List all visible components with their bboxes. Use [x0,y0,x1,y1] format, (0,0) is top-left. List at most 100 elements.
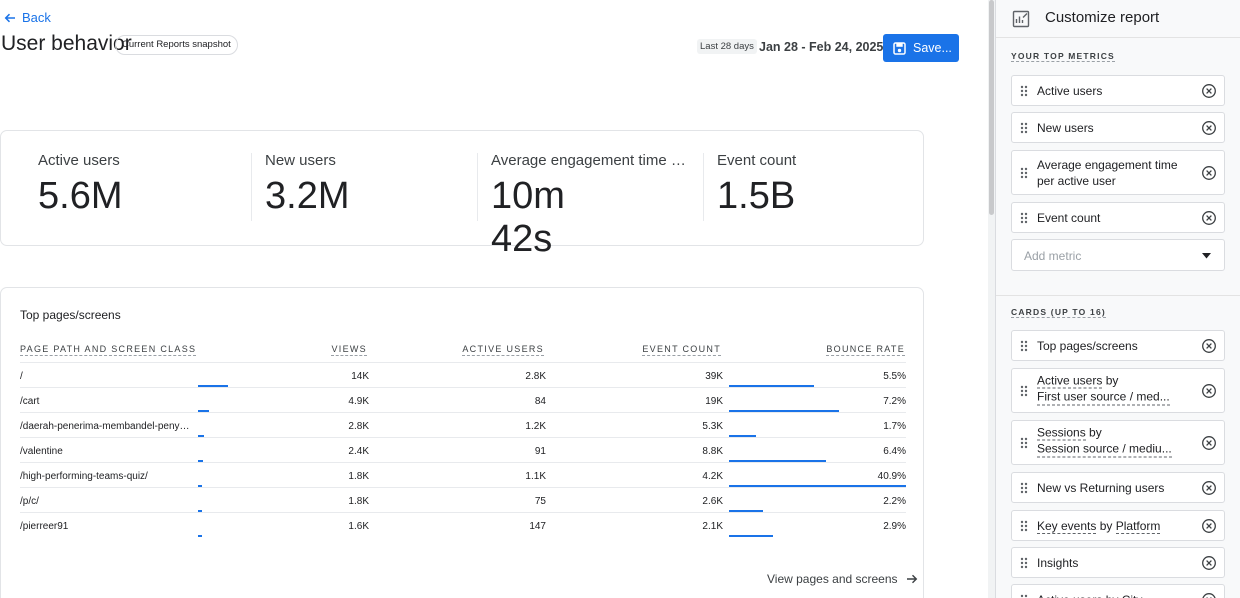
cell-views: 4.9K [348,396,369,407]
card-by-word: by [1099,518,1113,533]
card-item[interactable]: Insights [1011,547,1225,578]
add-metric-dropdown[interactable]: Add metric [1011,239,1225,271]
top-metric-item[interactable]: Active users [1011,75,1225,106]
cell-page-path: /cart [20,396,40,407]
save-label: Save... [913,41,952,55]
cell-event-count: 2.6K [702,496,723,507]
top-metric-item[interactable]: New users [1011,112,1225,143]
metric-divider [477,153,478,221]
drag-handle-icon[interactable] [1020,85,1028,97]
cell-views: 2.4K [348,446,369,457]
column-header-active-users[interactable]: ACTIVE USERS [462,344,544,356]
remove-circle-icon[interactable] [1201,83,1217,99]
card-item[interactable]: Top pages/screens [1011,330,1225,361]
snapshot-chip[interactable]: Current Reports snapshot [115,35,238,55]
table-row[interactable]: /daerah-penerima-membandel-penyal... 2.8K… [20,412,906,437]
bounce-rate-bar [729,510,763,512]
cell-views: 1.6K [348,521,369,532]
top-pages-card: Top pages/screens PAGE PATH AND SCREEN C… [0,287,924,598]
remove-circle-icon[interactable] [1201,338,1217,354]
bounce-rate-bar [729,460,826,462]
table-row[interactable]: /pierreer91 1.6K 147 2.1K 2.9% [20,512,906,537]
main-scrollbar[interactable] [988,0,995,598]
card-metric-line: Active users by [1037,372,1194,388]
top-metrics-label: YOUR TOP METRICS [1011,51,1115,62]
remove-circle-icon[interactable] [1201,555,1217,571]
table-row[interactable]: /p/c/1.8K 75 2.6K 2.2% [20,487,906,512]
column-header-page-path[interactable]: PAGE PATH AND SCREEN CLASS [20,344,197,356]
remove-circle-icon[interactable] [1201,518,1217,534]
cell-bounce-rate: 2.2% [883,496,906,507]
remove-circle-icon[interactable] [1201,435,1217,451]
panel-header: Customize report [996,0,1240,38]
card-metric: Key events [1037,518,1097,534]
card-metric: Active users [1037,373,1103,388]
cell-page-path: /valentine [20,446,63,457]
caret-down-icon [1202,253,1211,259]
column-header-event-count[interactable]: EVENT COUNT [642,344,721,356]
remove-circle-icon[interactable] [1201,480,1217,496]
card-item[interactable]: Sessions by Session source / mediu... [1011,420,1225,465]
table-row[interactable]: /cart 4.9K 84 19K 7.2% [20,387,906,412]
views-bar [198,385,228,387]
drag-handle-icon[interactable] [1020,212,1028,224]
bounce-rate-bar [729,385,814,387]
save-button[interactable]: Save... [883,34,959,62]
cell-active-users: 2.8K [525,371,546,382]
card-item[interactable]: Key events by Platform [1011,510,1225,541]
column-header-views[interactable]: VIEWS [331,344,367,356]
cell-bounce-rate: 6.4% [883,446,906,457]
cell-page-path: /daerah-penerima-membandel-penyal... [20,421,192,432]
drag-handle-icon[interactable] [1020,385,1028,397]
cards-label: CARDS (UP TO 16) [1011,307,1106,318]
card-item[interactable]: Active users by First user source / med..… [1011,368,1225,413]
back-link[interactable]: Back [4,10,51,25]
cell-bounce-rate: 2.9% [883,521,906,532]
remove-circle-icon[interactable] [1201,210,1217,226]
top-metric-item[interactable]: Average engagement time per active user [1011,150,1225,195]
cell-active-users: 84 [534,396,546,407]
table-row[interactable]: /valentine 2.4K 91 8.8K 6.4% [20,437,906,462]
remove-circle-icon[interactable] [1201,120,1217,136]
drag-handle-icon[interactable] [1020,340,1028,352]
cell-bounce-rate: 40.9% [877,471,906,482]
drag-handle-icon[interactable] [1020,167,1028,179]
remove-circle-icon[interactable] [1201,383,1217,399]
scrollbar-thumb[interactable] [989,0,994,215]
customize-chart-icon [1012,10,1030,28]
drag-handle-icon[interactable] [1020,594,1028,598]
metric-divider [703,153,704,221]
cell-views: 1.8K [348,471,369,482]
bounce-rate-bar [729,435,756,437]
add-metric-placeholder: Add metric [1024,249,1082,263]
drag-handle-icon[interactable] [1020,557,1028,569]
card-item[interactable]: Active users by City [1011,584,1225,598]
view-pages-link[interactable]: View pages and screens [767,572,918,586]
date-preset-chip[interactable]: Last 28 days [697,39,757,54]
table-row[interactable]: / 14K 2.8K 39K 5.5% [20,362,906,387]
date-range[interactable]: Jan 28 - Feb 24, 2025 [759,40,884,54]
drag-handle-icon[interactable] [1020,437,1028,449]
drag-handle-icon[interactable] [1020,122,1028,134]
table-row[interactable]: /high-performing-teams-quiz/1.8K 1.1K 4.2K… [20,462,906,487]
save-icon [893,41,906,55]
views-bar [198,510,202,512]
view-link-label: View pages and screens [767,572,898,586]
metric-summary-card: Active users 5.6M New users 3.2M Average… [0,130,924,260]
metric-value: 5.6M [38,175,123,217]
drag-handle-icon[interactable] [1020,520,1028,532]
card-label: New vs Returning users [1037,480,1194,496]
cell-page-path: /p/c/ [20,496,39,507]
column-header-bounce-rate[interactable]: BOUNCE RATE [826,344,905,356]
views-bar [198,485,202,487]
remove-circle-icon[interactable] [1201,165,1217,181]
cell-page-path: /pierreer91 [20,521,69,532]
metric-label: New users [265,152,336,169]
card-item[interactable]: New vs Returning users [1011,472,1225,503]
remove-circle-icon[interactable] [1201,592,1217,598]
cell-bounce-rate: 7.2% [883,396,906,407]
card-by-word: by [1105,373,1119,387]
top-metric-item[interactable]: Event count [1011,202,1225,233]
metric-value: 10m 42s [491,175,565,260]
drag-handle-icon[interactable] [1020,482,1028,494]
